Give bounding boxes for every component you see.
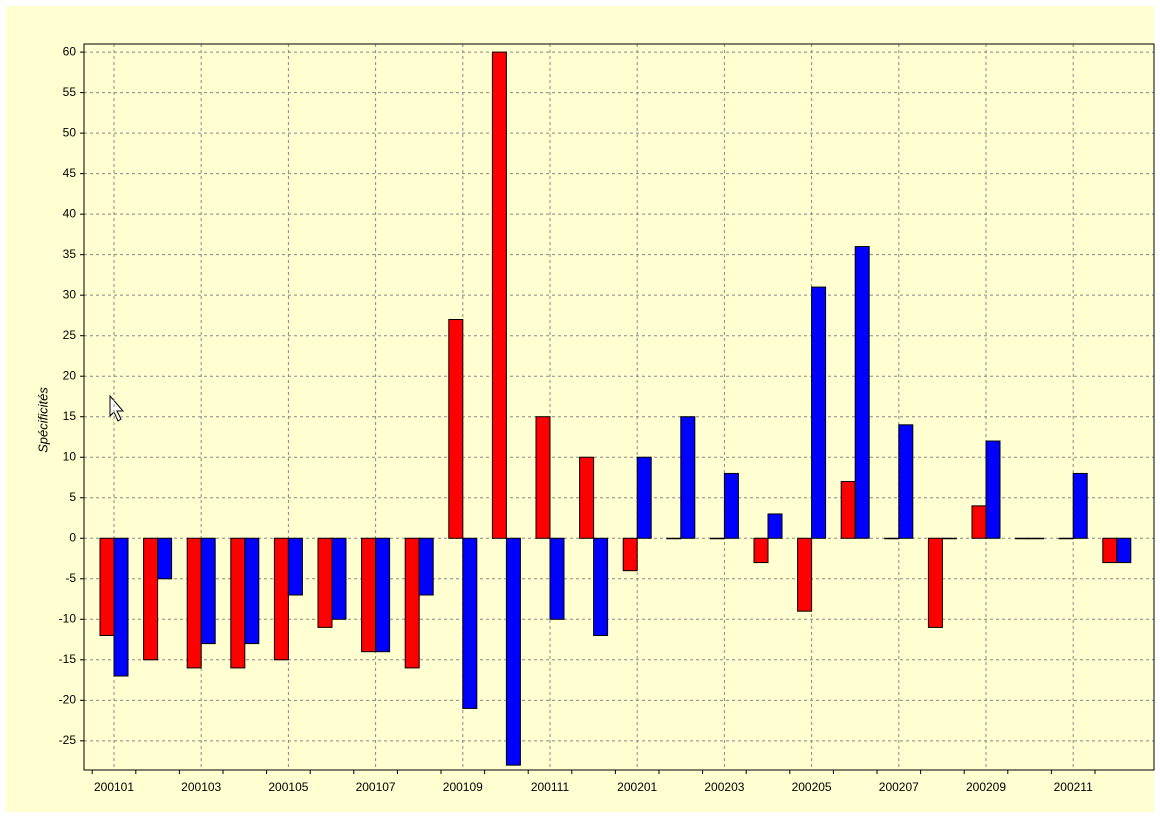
bar — [971, 505, 987, 539]
y-tick-label: -15 — [59, 652, 77, 666]
y-tick-label: -5 — [65, 571, 76, 585]
bar — [273, 537, 289, 661]
bar — [99, 537, 115, 636]
bar — [622, 537, 638, 572]
x-tick-label: 200107 — [356, 780, 396, 794]
x-tick-label: 200111 — [531, 780, 570, 794]
bar — [113, 537, 129, 677]
bar — [666, 537, 682, 540]
x-tick-label: 200211 — [1054, 780, 1093, 794]
bar — [723, 472, 739, 539]
x-tick-label: 200103 — [181, 780, 221, 794]
x-tick-label: 200105 — [268, 780, 308, 794]
bar — [927, 537, 943, 628]
y-tick-label: 50 — [63, 125, 77, 139]
y-tick-label: 35 — [63, 247, 77, 261]
bar — [361, 537, 377, 653]
y-tick-label: 30 — [63, 287, 77, 301]
x-tick-label: 200205 — [792, 780, 832, 794]
bar — [1058, 537, 1074, 540]
bar — [1029, 537, 1045, 540]
bar — [985, 440, 1001, 539]
x-tick-label: 200201 — [617, 780, 657, 794]
bar — [462, 537, 478, 709]
bar — [157, 537, 173, 580]
bar — [709, 537, 725, 540]
bar — [549, 537, 565, 620]
bar — [680, 416, 696, 539]
y-tick-label: 0 — [69, 530, 76, 544]
bar — [898, 424, 914, 539]
bar — [244, 537, 260, 645]
bar — [200, 537, 216, 645]
bar — [854, 246, 870, 539]
bar — [941, 537, 957, 540]
x-tick-label: 200203 — [704, 780, 744, 794]
chart-background — [6, 6, 1154, 812]
y-tick-label: 60 — [63, 44, 77, 58]
bar — [418, 537, 434, 596]
bar — [331, 537, 347, 620]
bar — [1116, 537, 1132, 564]
x-tick-label: 200109 — [443, 780, 483, 794]
bar — [186, 537, 202, 669]
y-tick-label: 40 — [63, 206, 77, 220]
bar — [1015, 537, 1031, 540]
y-tick-label: 15 — [63, 409, 77, 423]
bar — [579, 456, 595, 539]
bar — [1072, 472, 1088, 539]
cursor — [109, 394, 125, 422]
y-tick-label: 20 — [63, 368, 77, 382]
y-tick-label: 10 — [63, 449, 77, 463]
bar — [491, 51, 507, 539]
y-tick-label: -25 — [59, 733, 77, 747]
bar — [840, 481, 856, 539]
x-tick-label: 200209 — [966, 780, 1006, 794]
bar — [753, 537, 769, 564]
y-tick-label: 45 — [63, 166, 77, 180]
bar — [375, 537, 391, 653]
y-tick-label: -10 — [59, 611, 77, 625]
bar — [1102, 537, 1118, 564]
bar — [811, 286, 827, 539]
bar — [287, 537, 303, 596]
bar — [448, 318, 464, 539]
bar — [317, 537, 333, 628]
bar — [767, 513, 783, 539]
bar — [404, 537, 420, 669]
x-tick-label: 200101 — [94, 780, 134, 794]
y-tick-label: 25 — [63, 328, 77, 342]
bar — [535, 416, 551, 539]
bar — [143, 537, 159, 661]
y-tick-label: 5 — [69, 490, 76, 504]
x-tick-label: 200207 — [879, 780, 919, 794]
bar — [230, 537, 246, 669]
bar — [884, 537, 900, 540]
bar — [636, 456, 652, 539]
y-tick-label: 55 — [63, 85, 77, 99]
y-tick-label: -20 — [59, 692, 77, 706]
y-axis-label: Spécificités — [35, 387, 50, 453]
bar — [593, 537, 609, 636]
bar — [505, 537, 521, 766]
bar — [797, 537, 813, 612]
plot-frame — [83, 43, 1155, 771]
